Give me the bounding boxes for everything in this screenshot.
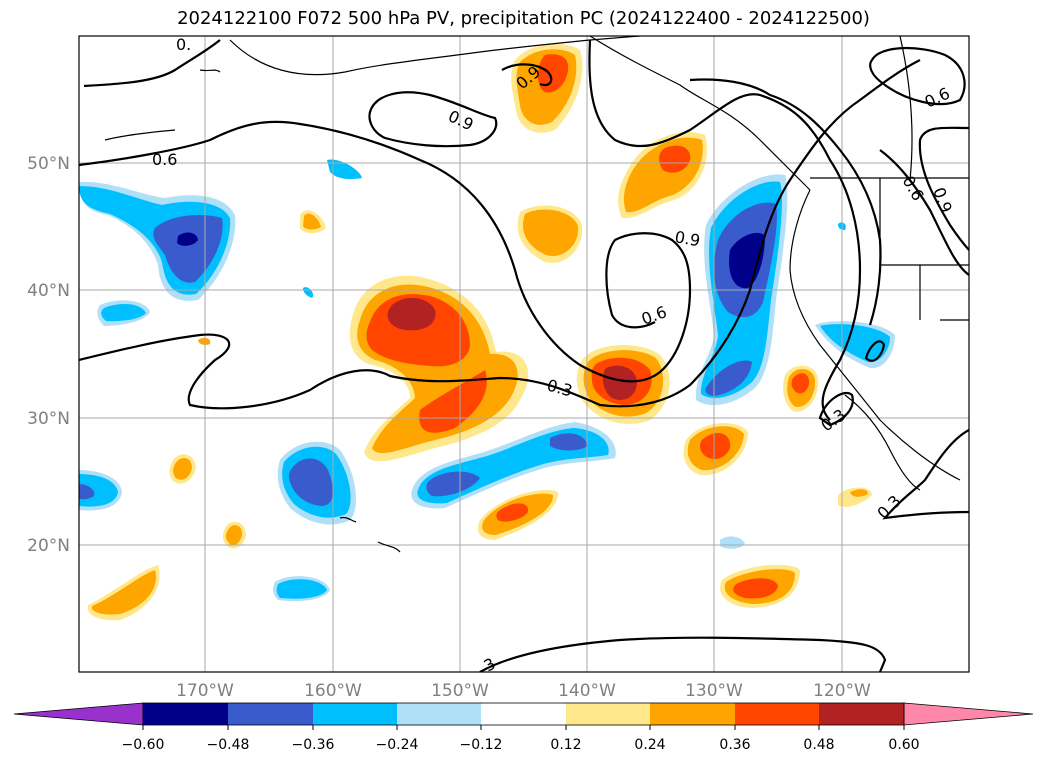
precip-negative-coast — [729, 232, 765, 289]
pv-contour-label: 0. — [176, 35, 191, 54]
pv-contour-0.3-small2 — [864, 340, 886, 362]
lon-tick-label: 150°W — [431, 681, 489, 701]
colorbar-band — [143, 703, 228, 725]
colorbar-tick-labels: −0.60 −0.48 −0.36 −0.24 −0.12 0.12 0.24 … — [122, 737, 920, 753]
precip-positive-dot — [173, 458, 192, 480]
colorbar-tick-label: 0.48 — [803, 737, 834, 753]
colorbar-tick-label: −0.12 — [460, 737, 503, 753]
pv-contour-0.3-small — [818, 392, 854, 427]
colorbar-band — [397, 703, 481, 725]
colorbar-frame — [142, 702, 905, 726]
precip-negative-low — [720, 536, 745, 549]
lon-tick-label: 170°W — [176, 681, 234, 701]
map-area: 0. 0.6 0.9 0.9 0.9 0.6 0.6 0.9 0.6 0.3 0… — [79, 35, 969, 672]
pv-contour-0.9-top — [501, 63, 553, 87]
lon-axis: 170°W 160°W 150°W 140°W 130°W 120°W — [176, 681, 871, 701]
colorbar-tick-label: −0.36 — [292, 737, 335, 753]
precip-negative-hawaii — [288, 458, 334, 506]
precip-positive-central — [387, 297, 436, 331]
pv-contour-0.3-bottom — [479, 636, 887, 672]
precip-negative-band — [426, 433, 588, 497]
pv-contour-label: 0.6 — [152, 150, 177, 169]
pv-contour-0.6-top — [83, 39, 221, 88]
colorbar: −0.60 −0.48 −0.36 −0.24 −0.12 0.12 0.24 … — [13, 702, 1034, 753]
precip-positive-nw — [659, 145, 691, 173]
precip-positive-baja — [791, 373, 810, 394]
precip-positive-dot — [850, 489, 868, 497]
coastlines — [104, 36, 969, 553]
lat-tick-label: 40°N — [27, 281, 70, 301]
pv-contour-0.3-right — [918, 126, 969, 251]
precip-positive-small — [522, 209, 579, 256]
pv-contour-0.9-east — [879, 149, 969, 276]
colorbar-band — [313, 703, 397, 725]
lat-tick-label: 30°N — [27, 409, 70, 429]
precip-positive-dot — [303, 213, 321, 230]
precip-positive-dot — [198, 337, 211, 345]
colorbar-band — [481, 703, 566, 725]
precip-negative-small — [101, 303, 146, 322]
lat-tick-label: 20°N — [27, 536, 70, 556]
precip-negative-west — [177, 232, 198, 246]
chart-title: 2024122100 F072 500 hPa PV, precipitatio… — [177, 8, 870, 29]
colorbar-tick-label: 0.60 — [888, 737, 919, 753]
pv-contour-0.6-north — [79, 120, 692, 383]
precip-positive-south — [733, 578, 778, 599]
precip-positive-central — [366, 294, 487, 433]
precip-negative-socal — [820, 324, 890, 363]
colorbar-ticks — [142, 725, 905, 730]
colorbar-band — [566, 703, 650, 725]
colorbar-band — [228, 703, 313, 725]
colorbar-tick-label: 0.36 — [719, 737, 750, 753]
lat-tick-label: 50°N — [27, 154, 70, 174]
map-frame — [78, 35, 970, 673]
colorbar-tick-label: −0.24 — [376, 737, 419, 753]
pv-contour-label: 0.9 — [673, 227, 701, 250]
colorbar-band — [735, 703, 819, 725]
precip-negative-small — [327, 159, 362, 180]
colorbar-tick-label: −0.48 — [207, 737, 250, 753]
lon-tick-label: 130°W — [685, 681, 743, 701]
precipitation-field — [79, 44, 895, 621]
precip-negative-low — [276, 579, 327, 599]
pv-contours — [79, 39, 969, 672]
precip-negative-east-edge — [79, 484, 95, 500]
lon-tick-label: 160°W — [304, 681, 362, 701]
precip-positive-southwest — [91, 570, 157, 615]
colorbar-extend-under — [13, 702, 144, 726]
lat-axis: 50°N 40°N 30°N 20°N — [27, 154, 70, 556]
precip-positive-sub — [699, 433, 731, 460]
lon-tick-label: 140°W — [558, 681, 616, 701]
precip-positive-north — [537, 54, 569, 93]
pv-contour-0.3 — [79, 59, 921, 410]
colorbar-band — [650, 703, 735, 725]
pv-contour-0.3-outer — [588, 39, 862, 421]
pv-contour-0.9-north — [368, 91, 498, 148]
colorbar-tick-label: −0.60 — [122, 737, 165, 753]
colorbar-extend-over — [903, 702, 1034, 726]
pv-contour-0.6-east — [689, 78, 882, 326]
pv-contour-0.6-ne — [869, 47, 966, 106]
precip-positive-dot — [225, 525, 243, 546]
colorbar-tick-label: 0.24 — [634, 737, 665, 753]
precip-positive-subtropical — [496, 503, 529, 522]
lon-tick-label: 120°W — [813, 681, 871, 701]
precip-positive-center-east — [602, 365, 637, 401]
colorbar-band — [819, 703, 904, 725]
colorbar-tick-label: 0.12 — [550, 737, 581, 753]
pv-contour-0.3-south — [882, 429, 969, 520]
